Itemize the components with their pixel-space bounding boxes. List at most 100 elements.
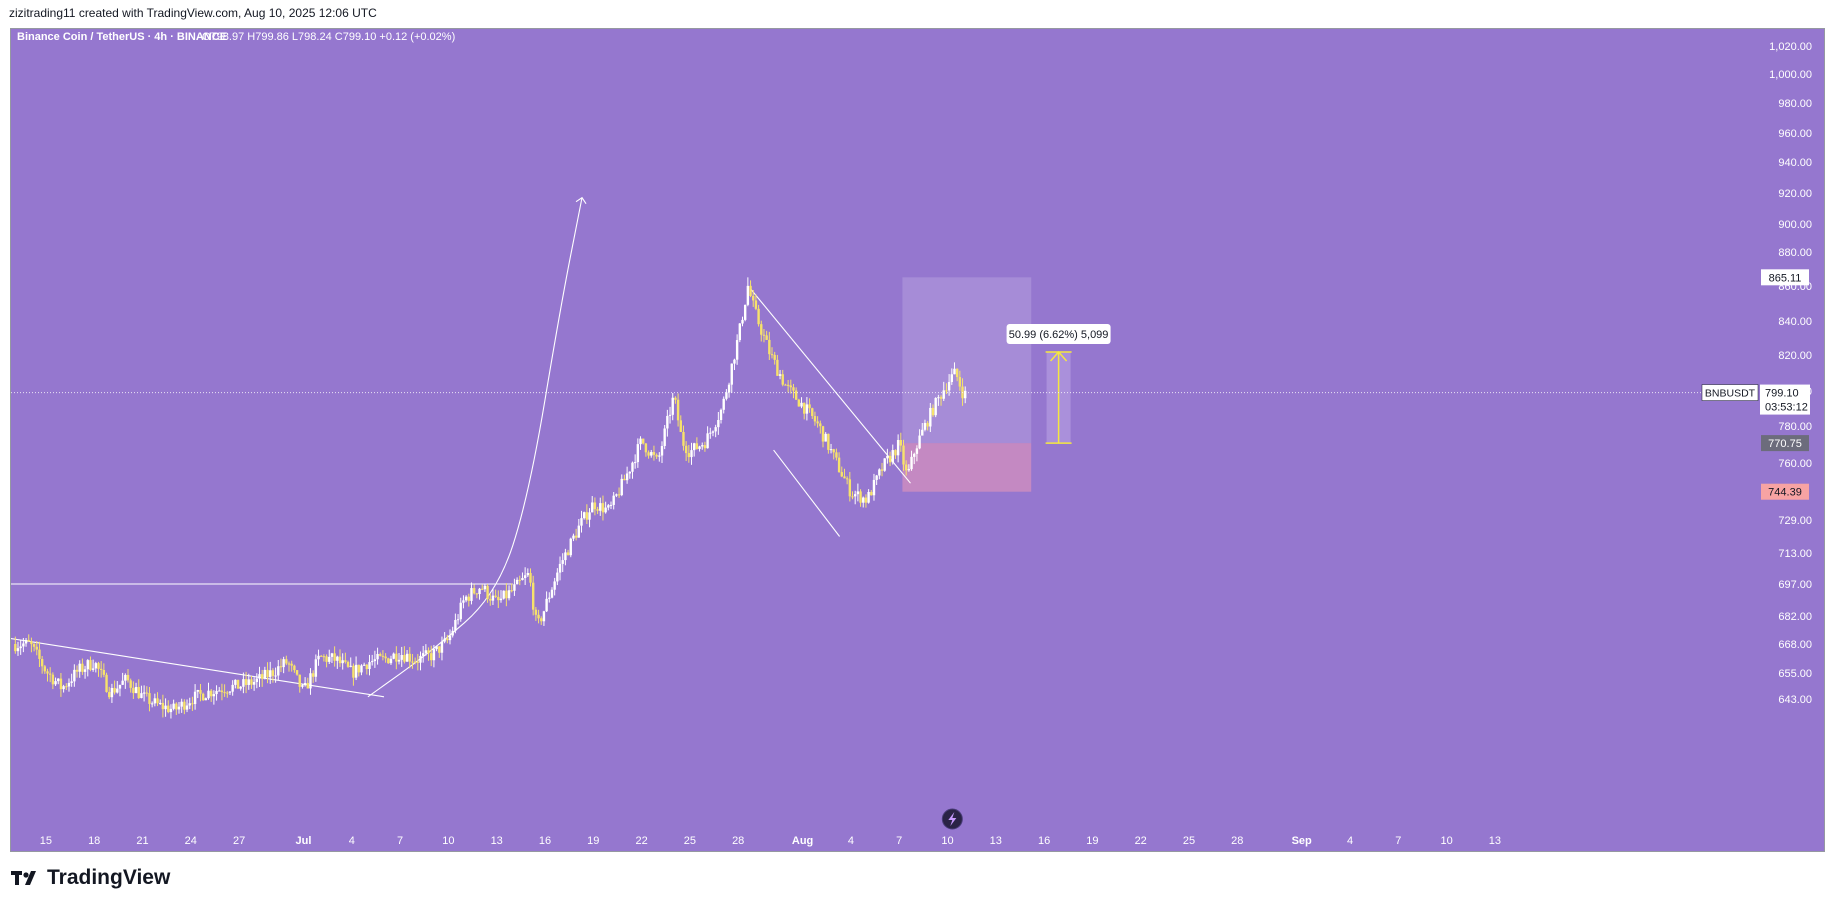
candle xyxy=(419,651,422,671)
candle xyxy=(937,394,940,406)
candle xyxy=(349,657,352,668)
candle xyxy=(768,331,771,361)
candle xyxy=(566,549,570,556)
candle xyxy=(631,461,634,479)
price-level-label[interactable]: 865.11 xyxy=(1761,269,1809,286)
candle xyxy=(70,673,73,687)
candle xyxy=(572,533,575,542)
price-level-label[interactable]: 744.39 xyxy=(1761,483,1809,500)
candle xyxy=(314,654,318,682)
candle xyxy=(38,641,41,667)
candle xyxy=(65,683,68,691)
trendlines xyxy=(11,196,911,698)
candle xyxy=(167,700,170,714)
candle xyxy=(35,641,38,656)
candle xyxy=(30,637,33,653)
candle xyxy=(679,415,682,433)
candle xyxy=(215,685,218,701)
candle xyxy=(687,444,691,463)
candle xyxy=(387,657,390,664)
candle xyxy=(27,634,30,642)
y-axis[interactable]: 1,020.00 1,000.00 980.00 960.00 940.00 920.00… xyxy=(1761,41,1812,706)
price-chart[interactable]: 50.99 (6.62%) 5,099 1,020.00 1,000.00 980.0… xyxy=(11,29,1825,852)
candle xyxy=(247,673,250,690)
candle xyxy=(591,496,594,513)
candle xyxy=(915,445,919,462)
candle xyxy=(86,659,89,677)
chart-panel[interactable]: 50.99 (6.62%) 5,099 1,020.00 1,000.00 980.0… xyxy=(10,28,1825,852)
symbol-title: Binance Coin / TetherUS · 4h · BINANCE xyxy=(17,31,227,43)
candle xyxy=(902,439,905,471)
candle xyxy=(548,592,551,603)
candle xyxy=(287,661,291,672)
candle xyxy=(62,684,65,693)
candle xyxy=(840,466,843,478)
descending-support-line[interactable] xyxy=(11,634,385,698)
y-tick-label: 880.00 xyxy=(1778,247,1812,259)
candle xyxy=(964,386,967,404)
candle xyxy=(185,699,189,713)
candle xyxy=(577,518,581,538)
candle xyxy=(628,471,631,479)
candle xyxy=(236,679,240,689)
candle xyxy=(507,585,511,601)
candle xyxy=(467,593,470,607)
candle xyxy=(164,698,167,717)
candle xyxy=(813,411,817,426)
stop-zone[interactable] xyxy=(902,443,1032,492)
candle xyxy=(105,672,108,693)
candle xyxy=(285,655,288,666)
candle xyxy=(397,653,401,665)
x-tick-label: 10 xyxy=(941,835,953,847)
candle xyxy=(271,668,275,683)
x-axis[interactable]: 15 18 21 24 27 Jul 4 7 10 13 16 19 22 25 28 Aug 4 7 10 13 16… xyxy=(40,835,1501,847)
candle xyxy=(188,697,191,710)
candle xyxy=(94,661,98,673)
current-price-tag[interactable]: BNBUSDT 799.10 03:53:12 xyxy=(1701,384,1810,415)
candle xyxy=(448,629,452,645)
y-tick-label: 655.00 xyxy=(1778,668,1812,680)
candle xyxy=(730,363,733,393)
candle xyxy=(75,665,79,678)
candle xyxy=(150,701,154,708)
candle xyxy=(958,370,962,391)
candle xyxy=(829,443,833,454)
candle xyxy=(91,659,95,672)
x-tick-label: 10 xyxy=(1440,835,1452,847)
candle xyxy=(14,636,17,654)
candle xyxy=(78,660,81,678)
candle xyxy=(888,451,892,467)
x-tick-label: 4 xyxy=(848,835,854,847)
candle xyxy=(336,655,339,669)
x-tick-label: 28 xyxy=(732,835,744,847)
target-zone[interactable] xyxy=(902,277,1032,444)
candle xyxy=(148,686,151,712)
candle xyxy=(526,568,530,578)
curved-projection-line[interactable] xyxy=(367,197,583,698)
candle xyxy=(373,650,377,668)
candle xyxy=(266,662,269,684)
candle xyxy=(545,591,548,613)
y-tick-label: 940.00 xyxy=(1778,157,1812,169)
candle xyxy=(872,473,876,501)
candle xyxy=(682,425,685,451)
candle xyxy=(531,575,535,616)
falling-wedge-lower-line[interactable] xyxy=(773,449,841,537)
lightning-icon[interactable] xyxy=(941,808,963,830)
candle xyxy=(172,699,175,711)
candle xyxy=(269,661,272,684)
candle xyxy=(835,448,838,461)
price-level-label[interactable]: 770.75 xyxy=(1761,435,1809,452)
candle xyxy=(346,660,350,668)
candle xyxy=(322,654,326,662)
candle xyxy=(295,670,299,676)
candle xyxy=(612,492,615,510)
candle xyxy=(752,289,755,307)
candle xyxy=(244,671,248,694)
falling-wedge-upper-line[interactable] xyxy=(750,289,911,484)
candle xyxy=(939,395,943,406)
candle xyxy=(853,490,857,505)
candle xyxy=(83,665,87,679)
tradingview-brand[interactable]: TradingView xyxy=(11,866,170,890)
candle xyxy=(309,668,312,695)
